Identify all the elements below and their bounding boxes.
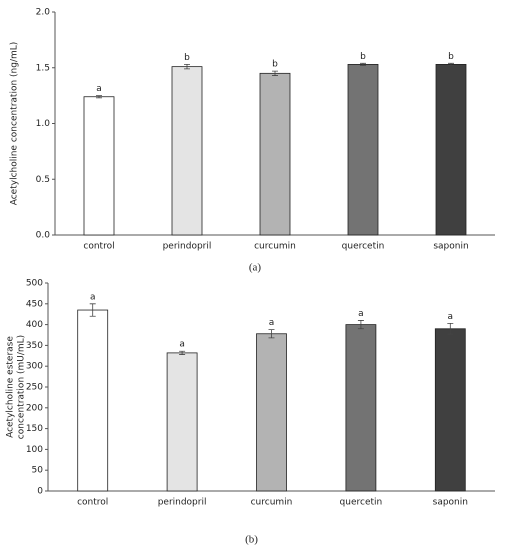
bar — [435, 64, 467, 236]
bar — [171, 66, 203, 236]
y-axis-label: Acetylcholine concentration (ng/mL) — [10, 42, 20, 206]
error-bar — [96, 95, 102, 99]
y-tick-label: 0.5 — [36, 175, 50, 185]
x-tick-label: saponin — [433, 498, 468, 508]
y-tick-label: 150 — [26, 424, 43, 434]
significance-label: b — [272, 60, 278, 70]
significance-label: a — [90, 292, 96, 302]
y-tick-label: 100 — [26, 445, 43, 455]
y-tick-label: 200 — [26, 403, 43, 413]
x-tick-label: perindopril — [158, 498, 207, 508]
significance-label: b — [448, 52, 454, 62]
y-tick-label: 50 — [32, 466, 44, 476]
error-bar — [89, 303, 96, 317]
y-tick-label: 400 — [26, 320, 43, 330]
bar — [347, 64, 379, 236]
bar — [83, 96, 115, 236]
x-tick-label: curcumin — [254, 242, 296, 252]
caption: (b) — [245, 534, 258, 546]
y-tick-label: 350 — [26, 341, 43, 351]
x-tick-label: perindopril — [163, 242, 212, 252]
error-bar — [448, 62, 454, 66]
y-tick-label: 0.0 — [36, 231, 51, 241]
x-tick-label: quercetin — [340, 498, 383, 508]
error-bar — [447, 322, 454, 335]
y-tick-label: 2.0 — [36, 8, 51, 18]
x-tick-label: control — [77, 498, 108, 508]
error-bar — [357, 320, 364, 330]
error-bar — [184, 64, 190, 70]
bar — [256, 333, 287, 492]
bar — [434, 328, 466, 492]
significance-label: b — [360, 52, 366, 62]
x-tick-label: curcumin — [251, 498, 293, 508]
bar — [345, 324, 377, 492]
significance-label: a — [179, 340, 185, 350]
y-axis-label: concentration (mU/mL) — [17, 335, 27, 439]
x-tick-label: saponin — [433, 242, 468, 252]
y-tick-label: 1.5 — [36, 63, 50, 73]
bar — [166, 352, 198, 492]
y-tick-label: 300 — [26, 362, 43, 372]
x-tick-label: control — [83, 242, 114, 252]
y-tick-label: 450 — [26, 299, 43, 309]
error-bar — [360, 62, 366, 66]
y-tick-label: 1.0 — [36, 119, 51, 129]
y-tick-label: 0 — [37, 487, 43, 497]
significance-label: a — [96, 84, 102, 94]
significance-label: a — [358, 309, 364, 319]
error-bar — [268, 329, 275, 339]
y-tick-label: 250 — [26, 383, 43, 393]
y-tick-label: 500 — [26, 279, 43, 289]
bar — [77, 309, 109, 492]
error-bar — [179, 350, 186, 355]
y-axis-label: Acetylcholine esterase — [6, 336, 16, 438]
significance-label: a — [448, 312, 454, 322]
x-tick-label: quercetin — [342, 242, 385, 252]
significance-label: a — [269, 318, 275, 328]
error-bar — [272, 70, 278, 76]
bar — [259, 72, 291, 236]
caption: (a) — [249, 262, 262, 274]
significance-label: b — [184, 53, 190, 63]
